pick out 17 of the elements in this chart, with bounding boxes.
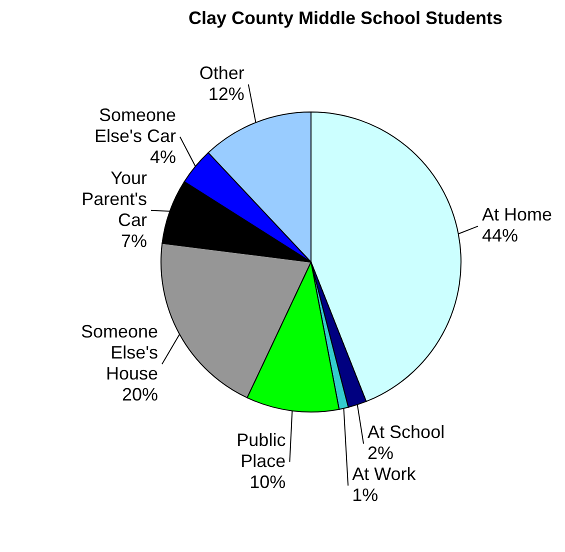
slice-label: Other xyxy=(199,62,244,83)
slice-label: Someone Else's House xyxy=(80,322,158,384)
slice-label: At Home xyxy=(482,204,552,225)
data-label: 7% xyxy=(121,230,148,251)
slice-label: Your Parent's Car xyxy=(82,168,148,230)
slice-label: Someone Else's Car xyxy=(94,104,176,146)
data-label: 20% xyxy=(122,384,158,405)
data-label: 4% xyxy=(150,146,176,167)
data-label: 1% xyxy=(352,485,378,506)
data-label: 2% xyxy=(368,443,394,464)
data-label: 44% xyxy=(482,226,518,246)
slice-label: At Work xyxy=(352,464,417,484)
slice-label: Public Place xyxy=(236,430,286,471)
data-label: 12% xyxy=(208,84,244,104)
data-label: 10% xyxy=(250,472,286,492)
chart-title: Clay County Middle School Students xyxy=(188,8,503,28)
slice-label: At School xyxy=(368,422,445,442)
